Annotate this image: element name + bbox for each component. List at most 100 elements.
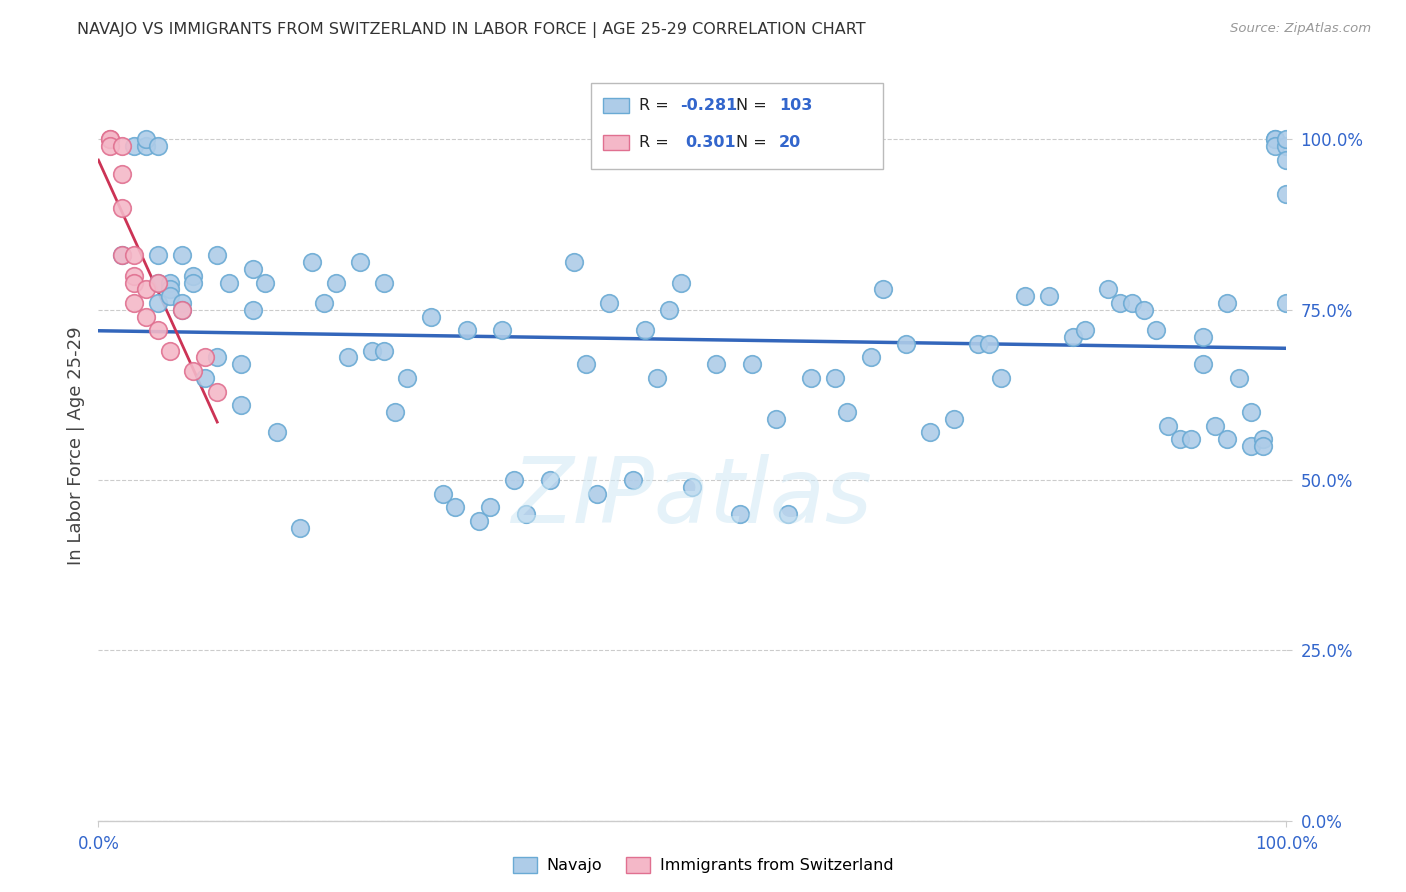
Point <box>111 248 134 262</box>
Point <box>824 371 846 385</box>
Point <box>598 296 620 310</box>
Point <box>776 507 799 521</box>
Point <box>979 336 1001 351</box>
Point <box>242 302 264 317</box>
Point <box>122 268 145 283</box>
Point <box>170 302 193 317</box>
Text: NAVAJO VS IMMIGRANTS FROM SWITZERLAND IN LABOR FORCE | AGE 25-29 CORRELATION CHA: NAVAJO VS IMMIGRANTS FROM SWITZERLAND IN… <box>77 22 866 38</box>
Point <box>122 139 145 153</box>
Point <box>1192 357 1215 371</box>
Point <box>194 371 217 385</box>
Text: R =: R = <box>638 135 673 150</box>
Point <box>432 486 454 500</box>
Text: ZIPatlas: ZIPatlas <box>512 454 873 542</box>
Point <box>159 276 181 290</box>
Point <box>503 473 526 487</box>
Point <box>111 248 134 262</box>
Point <box>122 296 145 310</box>
Point <box>229 398 252 412</box>
Point <box>135 310 157 324</box>
Point <box>336 351 359 365</box>
Point <box>205 351 228 365</box>
Point <box>1251 432 1274 446</box>
Point <box>146 323 169 337</box>
Point <box>290 521 312 535</box>
Text: 20: 20 <box>779 135 801 150</box>
Point <box>146 296 169 310</box>
Point <box>704 357 727 371</box>
Point <box>349 255 371 269</box>
Point <box>135 139 157 153</box>
Point <box>1275 186 1298 201</box>
Point <box>373 276 395 290</box>
Text: 103: 103 <box>779 97 813 112</box>
Point <box>1264 139 1286 153</box>
Point <box>325 276 347 290</box>
Point <box>146 248 169 262</box>
Point <box>122 248 145 262</box>
Point <box>467 514 489 528</box>
Point <box>301 255 323 269</box>
Point <box>741 357 763 371</box>
Point <box>111 201 134 215</box>
Point <box>159 289 181 303</box>
Point <box>942 411 965 425</box>
Point <box>1097 282 1119 296</box>
Point <box>205 248 228 262</box>
Point <box>491 323 513 337</box>
Point <box>1275 296 1298 310</box>
Point <box>183 268 205 283</box>
Text: N =: N = <box>737 97 772 112</box>
Point <box>1192 330 1215 344</box>
Point <box>515 507 537 521</box>
Point <box>229 357 252 371</box>
Point <box>170 248 193 262</box>
Point <box>183 364 205 378</box>
FancyBboxPatch shape <box>603 135 630 150</box>
Point <box>183 276 205 290</box>
Point <box>538 473 561 487</box>
Point <box>1264 132 1286 146</box>
Point <box>146 139 169 153</box>
Point <box>1240 439 1263 453</box>
Point <box>574 357 596 371</box>
Text: Source: ZipAtlas.com: Source: ZipAtlas.com <box>1230 22 1371 36</box>
Point <box>990 371 1012 385</box>
Point <box>1109 296 1132 310</box>
Point <box>170 302 193 317</box>
Text: 0.301: 0.301 <box>685 135 735 150</box>
Point <box>896 336 918 351</box>
Point <box>1216 432 1239 446</box>
Point <box>1240 405 1263 419</box>
Point <box>314 296 336 310</box>
Point <box>1204 418 1226 433</box>
Point <box>1133 302 1156 317</box>
Point <box>562 255 585 269</box>
Point <box>384 405 406 419</box>
FancyBboxPatch shape <box>603 97 630 112</box>
Point <box>1216 296 1239 310</box>
Point <box>634 323 657 337</box>
Point <box>800 371 823 385</box>
Text: -0.281: -0.281 <box>681 97 738 112</box>
Point <box>1275 139 1298 153</box>
Point <box>159 282 181 296</box>
Point <box>1144 323 1167 337</box>
Point <box>420 310 443 324</box>
Legend: Navajo, Immigrants from Switzerland: Navajo, Immigrants from Switzerland <box>506 850 900 880</box>
Point <box>1168 432 1191 446</box>
Point <box>1180 432 1202 446</box>
Point <box>645 371 668 385</box>
Point <box>669 276 692 290</box>
Point <box>146 276 169 290</box>
Point <box>122 276 145 290</box>
Point <box>242 261 264 276</box>
Point <box>658 302 681 317</box>
Point <box>872 282 894 296</box>
Point <box>1121 296 1143 310</box>
Point <box>444 500 467 515</box>
Point <box>456 323 478 337</box>
Point <box>194 351 217 365</box>
Point <box>360 343 382 358</box>
Point <box>765 411 787 425</box>
